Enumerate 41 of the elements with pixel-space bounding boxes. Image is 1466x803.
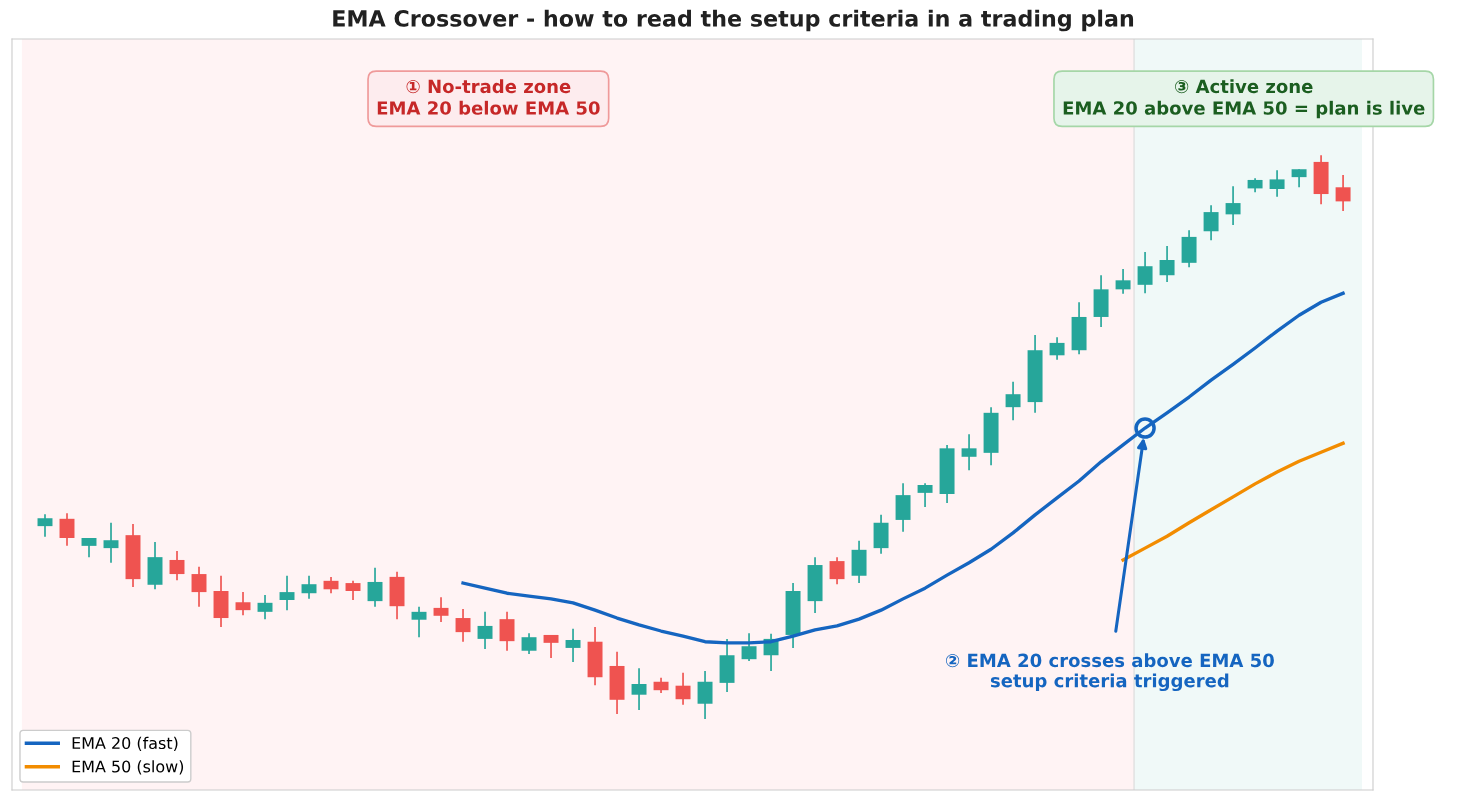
candlestick [1159, 245, 1175, 283]
candlestick [279, 574, 295, 611]
candlestick [1049, 336, 1065, 361]
candlestick [1291, 168, 1307, 189]
candlestick [103, 521, 119, 564]
candlestick [521, 632, 537, 655]
candlestick [169, 550, 185, 582]
candlestick [1137, 251, 1153, 295]
candlestick [411, 605, 427, 639]
candlestick [301, 574, 317, 600]
candlestick [367, 567, 383, 608]
candlestick [1005, 380, 1021, 421]
candlestick [235, 591, 251, 617]
candlestick [1115, 268, 1131, 295]
candlestick [1225, 185, 1241, 226]
legend-label: EMA 50 (slow) [72, 760, 184, 775]
candlestick [961, 433, 977, 472]
chart-title: EMA Crossover - how to read the setup criteria in a trading plan [333, 9, 1134, 32]
candlestick [829, 556, 845, 586]
candlestick [1335, 174, 1351, 212]
candlestick [917, 482, 933, 508]
legend-label: EMA 20 (fast) [72, 736, 178, 751]
candlestick [1269, 169, 1285, 198]
candlestick [477, 610, 493, 650]
candlestick [191, 565, 207, 608]
candlestick [631, 667, 647, 711]
candlestick [257, 594, 273, 620]
candlestick [455, 608, 471, 643]
candlestick [741, 632, 757, 662]
candlestick [499, 610, 515, 652]
candlestick [697, 670, 713, 720]
text: ③ Active zone EMA 20 above EMA 50 = plan is live [1063, 79, 1425, 119]
text: ① No-trade zone EMA 20 below EMA 50 [377, 79, 600, 115]
candlestick [565, 627, 581, 663]
candlestick [37, 513, 53, 538]
candlestick [675, 671, 691, 706]
annotation: ② EMA 20 crosses above EMA 50 setup criteria triggered [946, 653, 1274, 692]
candlestick [59, 512, 75, 547]
candlestick [433, 596, 449, 623]
candlestick [345, 579, 361, 601]
candlestick [1203, 204, 1219, 242]
